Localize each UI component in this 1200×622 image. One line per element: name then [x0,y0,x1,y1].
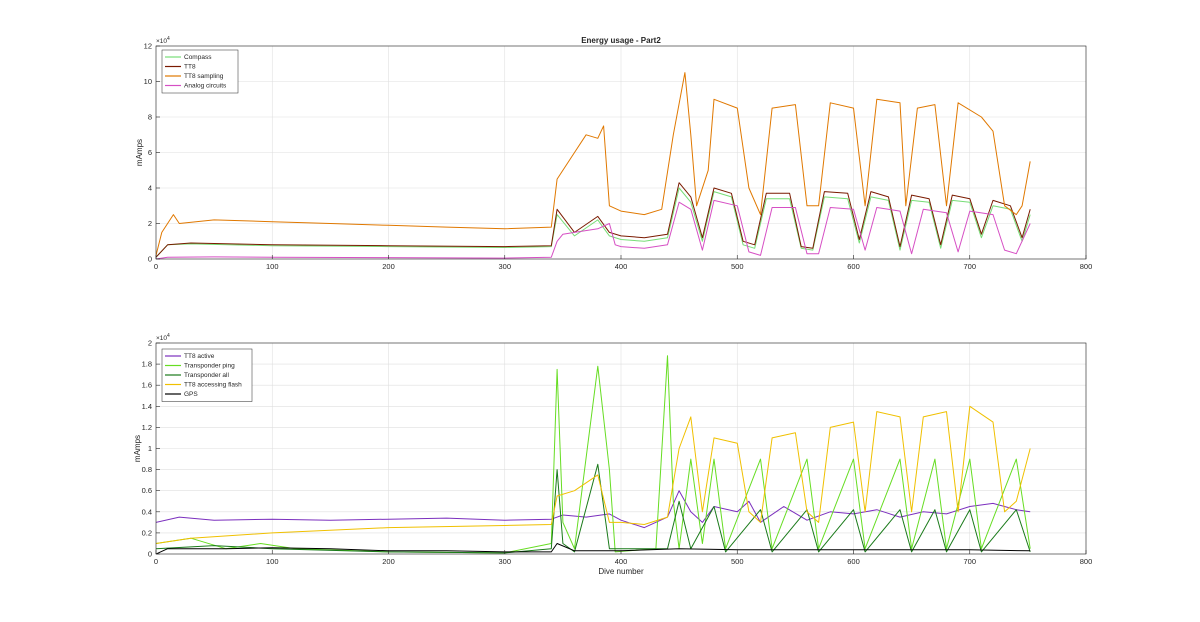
bottom-legend: TT8 active Transponder ping Transponder al… [161,348,253,402]
top-y-tick-label: 12 [144,42,152,51]
bottom-x-tick-label: 700 [963,557,976,566]
bottom-legend-label-tt8-accessing-flash: TT8 accessing flash [184,382,242,389]
bottom-x-tick-label: 500 [731,557,744,566]
bottom-x-tick-label: 200 [382,557,395,566]
top-y-tick-label: 6 [148,148,152,157]
bottom-y-tick-label: 1.2 [142,423,152,432]
top-y-tick-label: 10 [144,77,152,86]
bottom-y-multiplier-exponent: 4 [167,333,170,339]
bottom-x-tick-label: 400 [615,557,628,566]
bottom-x-tick-label: 0 [154,557,158,566]
bottom-x-tick-label: 300 [498,557,511,566]
top-chart: 0 100 200 300 400 500 600 700 800 0 2 4 6 8 10 12 Energ… [135,36,1092,271]
top-series-analog-circuits-line [156,199,1031,259]
bottom-x-tick-label: 600 [847,557,860,566]
top-x-tick-label: 200 [382,262,395,271]
top-legend-label-compass: Compass [184,54,212,61]
top-legend: Compass TT8 TT8 sampling Analog circuits [161,49,239,94]
bottom-series-group [156,355,1031,554]
bottom-ticks: 0 100 200 300 400 500 600 700 800 0 0.2 0.4 0.6 0.8 1 1… [142,339,1093,567]
bottom-x-tick-label: 100 [266,557,279,566]
bottom-y-tick-label: 1 [148,444,152,453]
top-x-tick-label: 700 [963,262,976,271]
bottom-y-tick-label: 0.8 [142,465,152,474]
bottom-y-tick-label: 0.2 [142,528,152,537]
top-legend-label-tt8-sampling: TT8 sampling [184,73,224,80]
bottom-legend-label-tt8-active: TT8 active [184,353,215,360]
top-x-tick-label: 600 [847,262,860,271]
bottom-chart: 0 100 200 300 400 500 600 700 800 0 0.2 0.4 0.6 0.8 1 1… [133,333,1092,576]
top-ticks: 0 100 200 300 400 500 600 700 800 0 2 4 6 8 10 12 [144,42,1093,272]
top-series-tt8-line [156,182,1031,258]
top-y-multiplier-base: ×10 [156,38,167,45]
bottom-y-tick-label: 0.6 [142,486,152,495]
top-legend-label-tt8: TT8 [184,64,196,71]
bottom-y-tick-label: 1.4 [142,402,152,411]
top-x-tick-label: 500 [731,262,744,271]
bottom-y-tick-label: 1.6 [142,381,152,390]
bottom-y-multiplier: ×104 [156,333,170,342]
top-x-tick-label: 400 [615,262,628,271]
top-legend-label-analog-circuits: Analog circuits [184,83,227,90]
top-x-tick-label: 300 [498,262,511,271]
top-x-tick-label: 100 [266,262,279,271]
top-series-compass-line [156,187,1031,258]
bottom-legend-label-transponder-all: Transponder all [184,372,229,379]
top-x-tick-label: 800 [1080,262,1093,271]
top-y-tick-label: 4 [148,184,152,193]
top-y-multiplier-exponent: 4 [167,36,170,42]
bottom-y-multiplier-base: ×10 [156,335,167,342]
top-y-axis-label: mAmps [135,139,144,166]
top-x-tick-label: 0 [154,262,158,271]
bottom-series-tt8-active-line [156,490,1031,529]
bottom-y-tick-label: 2 [148,339,152,348]
bottom-y-tick-label: 1.8 [142,360,152,369]
bottom-y-tick-label: 0.4 [142,507,152,516]
bottom-y-tick-label: 0 [148,550,152,559]
bottom-series-gps-line [156,543,1031,554]
bottom-x-axis-label: Dive number [598,567,644,576]
top-series-tt8-sampling-line [156,72,1031,256]
bottom-legend-label-transponder-ping: Transponder ping [184,363,235,370]
top-series-group [156,72,1031,259]
bottom-series-transponder-all-line [156,463,1031,554]
bottom-legend-label-gps: GPS [184,391,198,398]
top-y-tick-label: 8 [148,113,152,122]
bottom-y-axis-label: mAmps [133,435,142,462]
bottom-series-tt8-accessing-flash-line [156,405,1031,544]
top-chart-title: Energy usage - Part2 [581,36,661,45]
top-y-tick-label: 0 [148,255,152,264]
top-y-multiplier: ×104 [156,36,170,45]
bottom-x-tick-label: 800 [1080,557,1093,566]
top-y-tick-label: 2 [148,219,152,228]
